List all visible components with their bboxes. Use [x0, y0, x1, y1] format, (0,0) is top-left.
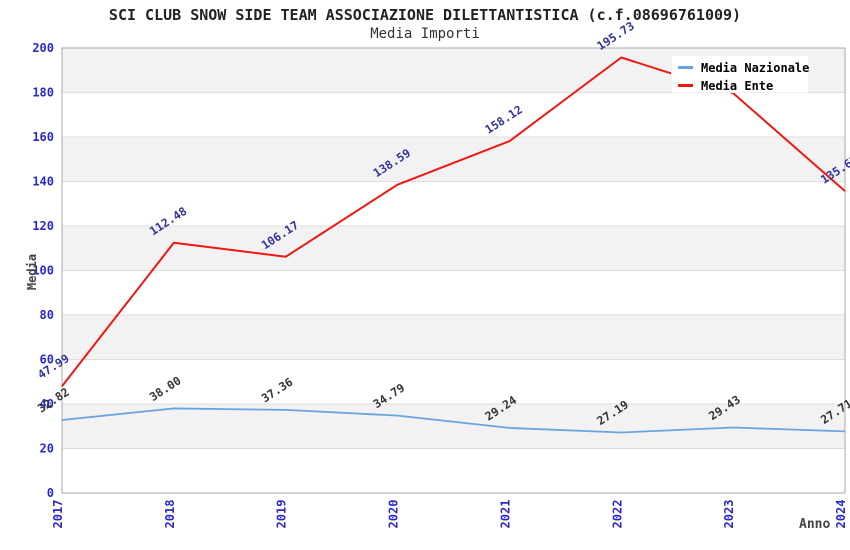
- x-tick-label: 2019: [275, 500, 289, 529]
- x-tick-label: 2023: [722, 500, 736, 529]
- plot-band: [62, 181, 845, 226]
- y-tick-label: 20: [40, 442, 54, 456]
- series-line-media-nazionale: [61, 407, 846, 434]
- y-tick-label: 180: [32, 86, 54, 100]
- legend-label: Media Nazionale: [701, 60, 810, 75]
- x-tick-label: 2021: [498, 500, 512, 529]
- y-tick-label: 160: [32, 130, 54, 144]
- legend-item: Media Nazionale: [678, 60, 810, 75]
- legend: Media Nazionale Media Ente: [671, 55, 809, 93]
- plot-band: [62, 359, 845, 404]
- plot-band: [62, 404, 845, 449]
- plot-band: [62, 448, 845, 493]
- plot-border: [61, 47, 846, 494]
- chart-subtitle: Media Importi: [370, 26, 480, 42]
- legend-label: Media Ente: [701, 78, 774, 93]
- y-tick-label: 60: [40, 353, 54, 367]
- chart-title: SCI CLUB SNOW SIDE TEAM ASSOCIAZIONE DIL…: [108, 6, 742, 24]
- y-tick-label: 140: [32, 175, 54, 189]
- y-axis-label: Media: [25, 253, 39, 291]
- legend-item: Media Ente: [678, 78, 808, 93]
- x-tick-label: 2024: [834, 500, 848, 529]
- y-tick-label: 100: [32, 264, 54, 278]
- x-axis-label: Anno: [799, 517, 831, 532]
- y-tick-label: 0: [47, 486, 54, 500]
- x-tick-label: 2017: [51, 500, 65, 529]
- plot-band: [62, 315, 845, 360]
- y-tick-label: 200: [32, 41, 54, 55]
- y-tick-label: 120: [32, 219, 54, 233]
- y-tick-label: 80: [40, 308, 54, 322]
- plot-band: [62, 137, 845, 182]
- plot-band: [62, 226, 845, 271]
- legend-swatch: [678, 84, 693, 87]
- x-tick-label: 2018: [163, 500, 177, 529]
- legend-swatch: [678, 66, 693, 69]
- plot-band: [62, 270, 845, 315]
- plot-band: [62, 92, 845, 137]
- x-tick-label: 2022: [610, 500, 624, 529]
- x-tick-label: 2020: [387, 500, 401, 529]
- y-tick-label: 40: [40, 397, 54, 411]
